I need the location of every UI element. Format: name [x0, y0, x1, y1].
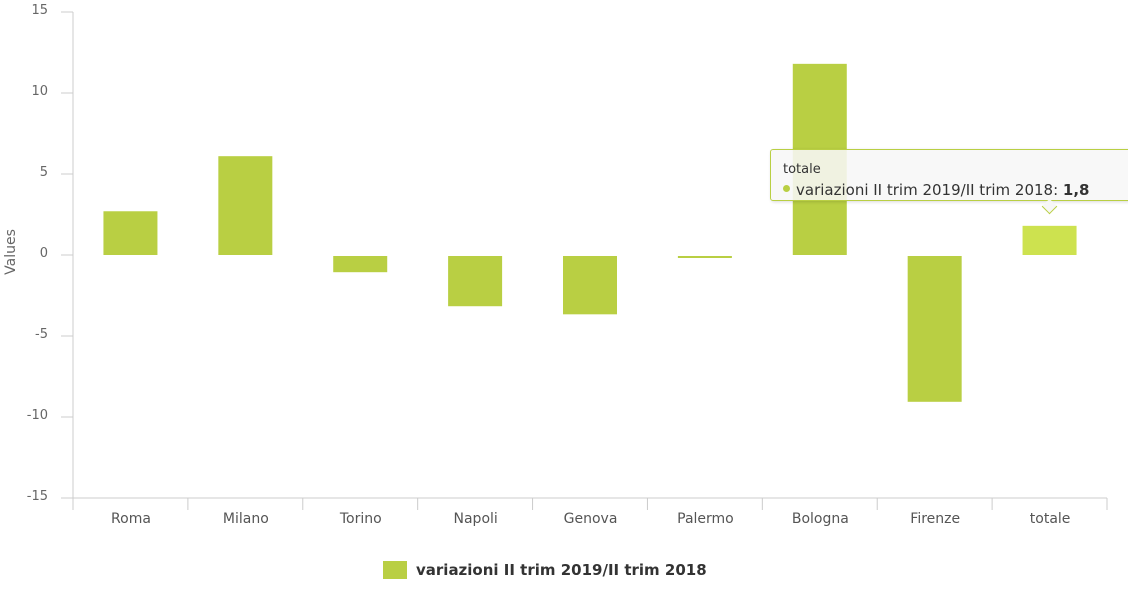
x-tick-label: Milano — [222, 511, 269, 527]
x-tick-label: Bologna — [791, 511, 849, 527]
x-tick-label: Napoli — [453, 511, 498, 527]
bar-napoli[interactable] — [448, 256, 503, 307]
x-tick-label: Palermo — [677, 511, 734, 527]
x-tick-label: Roma — [111, 511, 151, 527]
y-tick-label: 0 — [39, 246, 48, 261]
tooltip-value: 1,8 — [1062, 181, 1090, 199]
bar-genova[interactable] — [563, 256, 617, 315]
x-tick-label: totale — [1029, 511, 1071, 527]
legend-item[interactable]: variazioni II trim 2019/II trim 2018 — [383, 561, 707, 579]
x-tick-label: Firenze — [910, 511, 961, 527]
tooltip-title: totale — [783, 162, 821, 177]
bar-roma[interactable] — [103, 211, 158, 255]
tooltip-row: variazioni II trim 2019/II trim 2018: 1,… — [783, 179, 1128, 201]
bar-milano[interactable] — [218, 156, 273, 255]
legend-label: variazioni II trim 2019/II trim 2018 — [416, 561, 707, 579]
x-tick-label: Torino — [339, 511, 382, 527]
y-tick-label: -5 — [35, 327, 48, 342]
y-tick-label: 5 — [39, 165, 48, 180]
bar-totale[interactable] — [1022, 225, 1077, 255]
bar-firenze[interactable] — [907, 256, 962, 402]
tooltip: totale variazioni II trim 2019/II trim 2… — [770, 149, 1128, 215]
y-tick-label: -10 — [26, 408, 48, 423]
bar-torino[interactable] — [333, 256, 388, 273]
y-axis-title: Values — [3, 229, 19, 275]
legend-swatch-icon — [383, 561, 407, 579]
y-tick-label: 10 — [31, 84, 48, 99]
y-tick-label: -15 — [26, 489, 48, 504]
x-tick-label: Genova — [563, 511, 618, 527]
y-tick-label: 15 — [31, 3, 48, 18]
tooltip-series-label: variazioni II trim 2019/II trim 2018: — [796, 181, 1063, 199]
series-dot-icon — [783, 185, 790, 192]
bar-palermo[interactable] — [677, 256, 732, 258]
